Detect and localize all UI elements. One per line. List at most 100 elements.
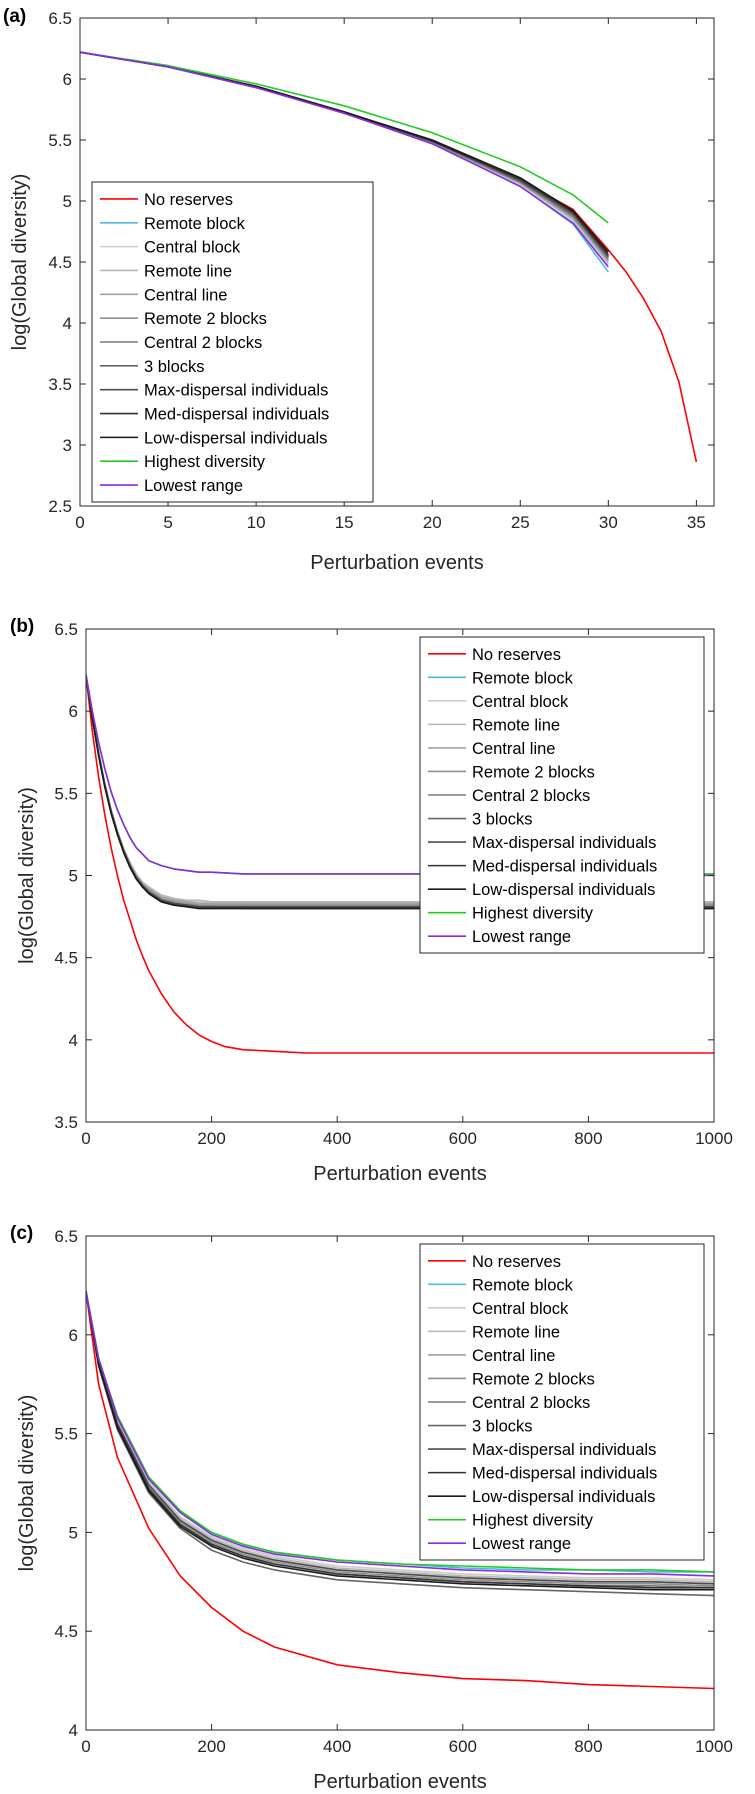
legend-item: Med-dispersal individuals <box>428 1465 657 1483</box>
legend-label: Highest diversity <box>144 453 266 471</box>
legend-item: Remote 2 blocks <box>428 763 595 781</box>
series-line-low-dispersal-individuals <box>86 674 714 910</box>
axes-box <box>85 1235 715 1731</box>
legend-label: Remote block <box>472 669 574 687</box>
legend-label: Lowest range <box>472 928 571 946</box>
legend-label: Max-dispersal individuals <box>472 834 656 852</box>
legend-item: Central block <box>428 693 569 711</box>
x-tick-label: 200 <box>197 1129 225 1148</box>
legend-label: Remote 2 blocks <box>472 763 595 781</box>
legend-item: Central block <box>428 1300 569 1318</box>
x-tick-label: 1000 <box>695 1129 733 1148</box>
legend-item: Max-dispersal individuals <box>100 382 328 400</box>
x-tick-label: 30 <box>599 513 618 532</box>
series-lines <box>80 51 698 463</box>
x-tick-label: 600 <box>449 1129 477 1148</box>
legend-item: 3 blocks <box>428 811 533 829</box>
legend-item: Central line <box>428 740 555 758</box>
series-line-3-blocks <box>86 1291 714 1597</box>
legend-item: 3 blocks <box>100 358 205 376</box>
legend-item: Low-dispersal individuals <box>428 881 655 899</box>
legend-label: Med-dispersal individuals <box>144 406 329 424</box>
legend-label: Med-dispersal individuals <box>472 858 657 876</box>
y-tick-label: 5.5 <box>54 784 78 803</box>
y-tick-label: 4.5 <box>48 253 72 272</box>
legend-item: Remote 2 blocks <box>428 1370 595 1388</box>
legend-item: Central block <box>100 239 241 257</box>
y-tick-label: 6 <box>69 1326 78 1345</box>
legend-item: Remote line <box>100 262 232 280</box>
legend-item: Remote 2 blocks <box>100 310 267 328</box>
legend-label: Low-dispersal individuals <box>472 881 655 899</box>
legend: No reserves Remote block Central block Remo… <box>91 181 374 503</box>
legend-item: Central 2 blocks <box>428 1394 590 1412</box>
legend-item: Central line <box>100 286 227 304</box>
legend-item: Lowest range <box>100 477 243 495</box>
series-lines <box>86 1291 714 1690</box>
legend-label: Med-dispersal individuals <box>472 1465 657 1483</box>
legend-label: 3 blocks <box>144 358 205 376</box>
legend-item: 3 blocks <box>428 1418 533 1436</box>
x-tick-label: 400 <box>323 1129 351 1148</box>
legend-label: No reserves <box>472 1253 561 1271</box>
y-tick-label: 3.5 <box>54 1113 78 1132</box>
legend-item: Remote line <box>428 1323 560 1341</box>
y-tick-label: 5 <box>69 867 78 886</box>
series-line-lowest-range <box>86 1291 714 1577</box>
legend-box <box>419 1243 705 1561</box>
legend-label: Remote 2 blocks <box>144 310 267 328</box>
legend-label: Central line <box>472 1347 555 1365</box>
legend-label: Central 2 blocks <box>144 334 262 352</box>
legend-label: Lowest range <box>144 477 243 495</box>
legend-label: Highest diversity <box>472 905 594 923</box>
x-tick-label: 20 <box>423 513 442 532</box>
y-axis-label: log(Global diversity) <box>9 174 31 351</box>
legend-item: Low-dispersal individuals <box>428 1488 655 1506</box>
panel-label: (c) <box>10 1223 33 1244</box>
x-tick-label: 10 <box>247 513 266 532</box>
x-tick-label: 1000 <box>695 1737 733 1756</box>
legend-label: Central block <box>472 693 569 711</box>
legend-label: Central 2 blocks <box>472 787 590 805</box>
legend-label: Lowest range <box>472 1535 571 1553</box>
legend-item: Lowest range <box>428 1535 571 1553</box>
legend-label: No reserves <box>472 646 561 664</box>
legend-item: Highest diversity <box>428 905 594 923</box>
legend-item: Central line <box>428 1347 555 1365</box>
legend-label: Central block <box>472 1300 569 1318</box>
x-tick-label: 0 <box>81 1129 90 1148</box>
series-line-highest-diversity <box>86 1291 714 1573</box>
legend-item: No reserves <box>428 646 561 664</box>
x-tick-label: 0 <box>75 513 84 532</box>
x-axis-label: Perturbation events <box>313 1771 486 1793</box>
series-line-lowest-range <box>80 51 609 268</box>
legend-item: Remote line <box>428 716 560 734</box>
legend: No reserves Remote block Central block Remo… <box>419 1243 705 1561</box>
legend-label: Max-dispersal individuals <box>472 1441 656 1459</box>
panel-label: (a) <box>3 6 26 27</box>
legend-label: Remote line <box>472 716 560 734</box>
y-tick-label: 4 <box>63 314 72 333</box>
legend-label: Central line <box>472 740 555 758</box>
y-tick-label: 3 <box>63 436 72 455</box>
legend-item: No reserves <box>428 1253 561 1271</box>
x-tick-label: 600 <box>449 1737 477 1756</box>
legend-item: Lowest range <box>428 928 571 946</box>
y-tick-label: 6 <box>69 702 78 721</box>
x-tick-label: 0 <box>81 1737 90 1756</box>
y-axis-label: log(Global diversity) <box>16 787 38 964</box>
legend-item: Remote block <box>428 1276 574 1294</box>
x-axis-label: Perturbation events <box>313 1163 486 1185</box>
y-tick-label: 5.5 <box>48 131 72 150</box>
legend-label: Highest diversity <box>472 1512 594 1530</box>
legend-label: 3 blocks <box>472 811 533 829</box>
legend-label: Low-dispersal individuals <box>144 429 327 447</box>
legend-item: Highest diversity <box>100 453 266 471</box>
legend-label: Max-dispersal individuals <box>144 382 328 400</box>
chart-panel-a: (a) 0 5 10 15 20 25 30 35 2.5 3 3.5 4 4.5 5 5.5 6 6.5 Pert… <box>3 6 715 574</box>
series-line-central-block <box>86 1291 714 1581</box>
legend-label: Central block <box>144 239 241 257</box>
legend-box <box>91 181 374 503</box>
legend-label: Remote block <box>472 1276 574 1294</box>
legend-item: Highest diversity <box>428 1512 594 1530</box>
